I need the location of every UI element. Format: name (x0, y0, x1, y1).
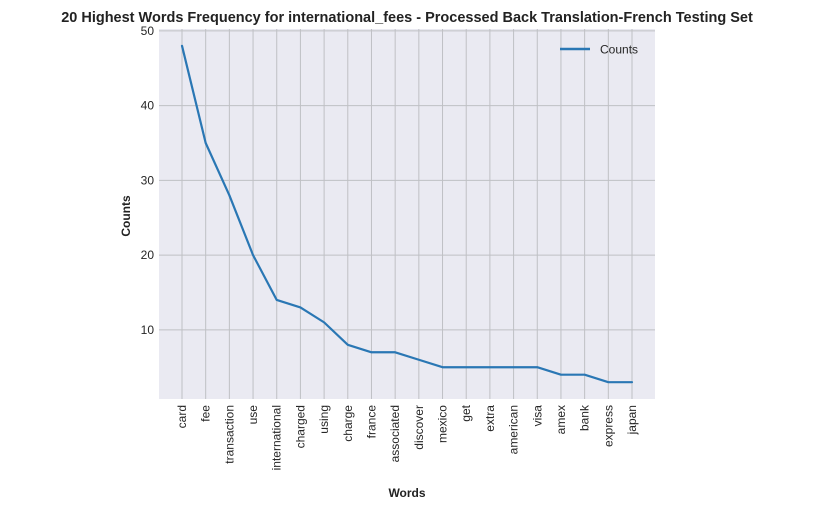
x-tick-label-fee: fee (199, 405, 213, 422)
x-tick-label-use: use (246, 405, 260, 425)
x-tick-label-extra: extra (483, 405, 497, 432)
x-tick-label-using: using (317, 405, 331, 434)
y-tick-label-40: 40 (141, 99, 155, 113)
x-tick-label-american: american (507, 405, 521, 454)
x-tick-label-charged: charged (293, 405, 307, 448)
y-tick-label-20: 20 (141, 248, 155, 262)
x-tick-label-mexico: mexico (436, 405, 450, 443)
x-tick-label-charge: charge (341, 405, 355, 442)
y-tick-label-10: 10 (141, 323, 155, 337)
y-tick-label-50: 50 (141, 24, 155, 38)
x-tick-label-associated: associated (388, 405, 402, 462)
x-tick-label-express: express (601, 405, 615, 447)
x-tick-label-get: get (459, 404, 473, 421)
x-tick-label-japan: japan (625, 405, 639, 435)
plot-area (159, 29, 655, 399)
y-gridlines (159, 30, 655, 331)
x-tick-label-card: card (175, 405, 189, 428)
x-tick-label-bank: bank (578, 404, 592, 431)
chart-title: 20 Highest Words Frequency for internati… (61, 10, 753, 26)
x-tick-label-discover: discover (412, 405, 426, 450)
x-gridlines (181, 29, 633, 399)
y-tick-label-30: 30 (141, 173, 155, 187)
x-tick-label-france: france (364, 405, 378, 439)
y-axis-ticks: 10 20 30 40 50 (141, 24, 155, 337)
x-tick-label-international: international (270, 405, 284, 470)
x-tick-label-amex: amex (554, 405, 568, 434)
legend: Counts (560, 43, 638, 57)
x-axis-ticks: card fee transaction use international charge… (175, 404, 639, 470)
series-line-counts (180, 44, 634, 384)
y-axis-label: Counts (119, 195, 133, 237)
x-axis-label: Words (388, 486, 425, 500)
x-tick-label-visa: visa (530, 405, 544, 427)
x-tick-label-transaction: transaction (222, 405, 236, 464)
legend-label-counts: Counts (600, 43, 638, 57)
